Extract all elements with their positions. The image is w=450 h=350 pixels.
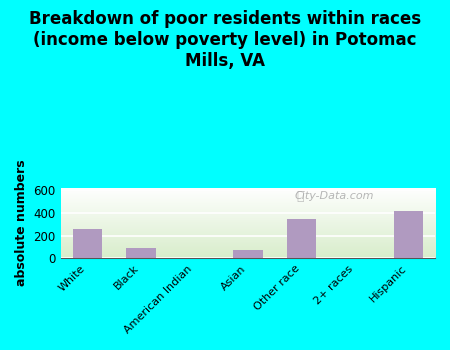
Bar: [126, 248, 156, 258]
Y-axis label: absolute numbers: absolute numbers: [15, 160, 28, 286]
Bar: [394, 211, 423, 258]
Text: Ⓠ: Ⓠ: [297, 190, 304, 203]
Bar: [233, 251, 262, 258]
Text: Breakdown of poor residents within races
(income below poverty level) in Potomac: Breakdown of poor residents within races…: [29, 10, 421, 70]
Bar: [287, 219, 316, 258]
Bar: [73, 229, 102, 258]
Text: City-Data.com: City-Data.com: [294, 191, 374, 201]
